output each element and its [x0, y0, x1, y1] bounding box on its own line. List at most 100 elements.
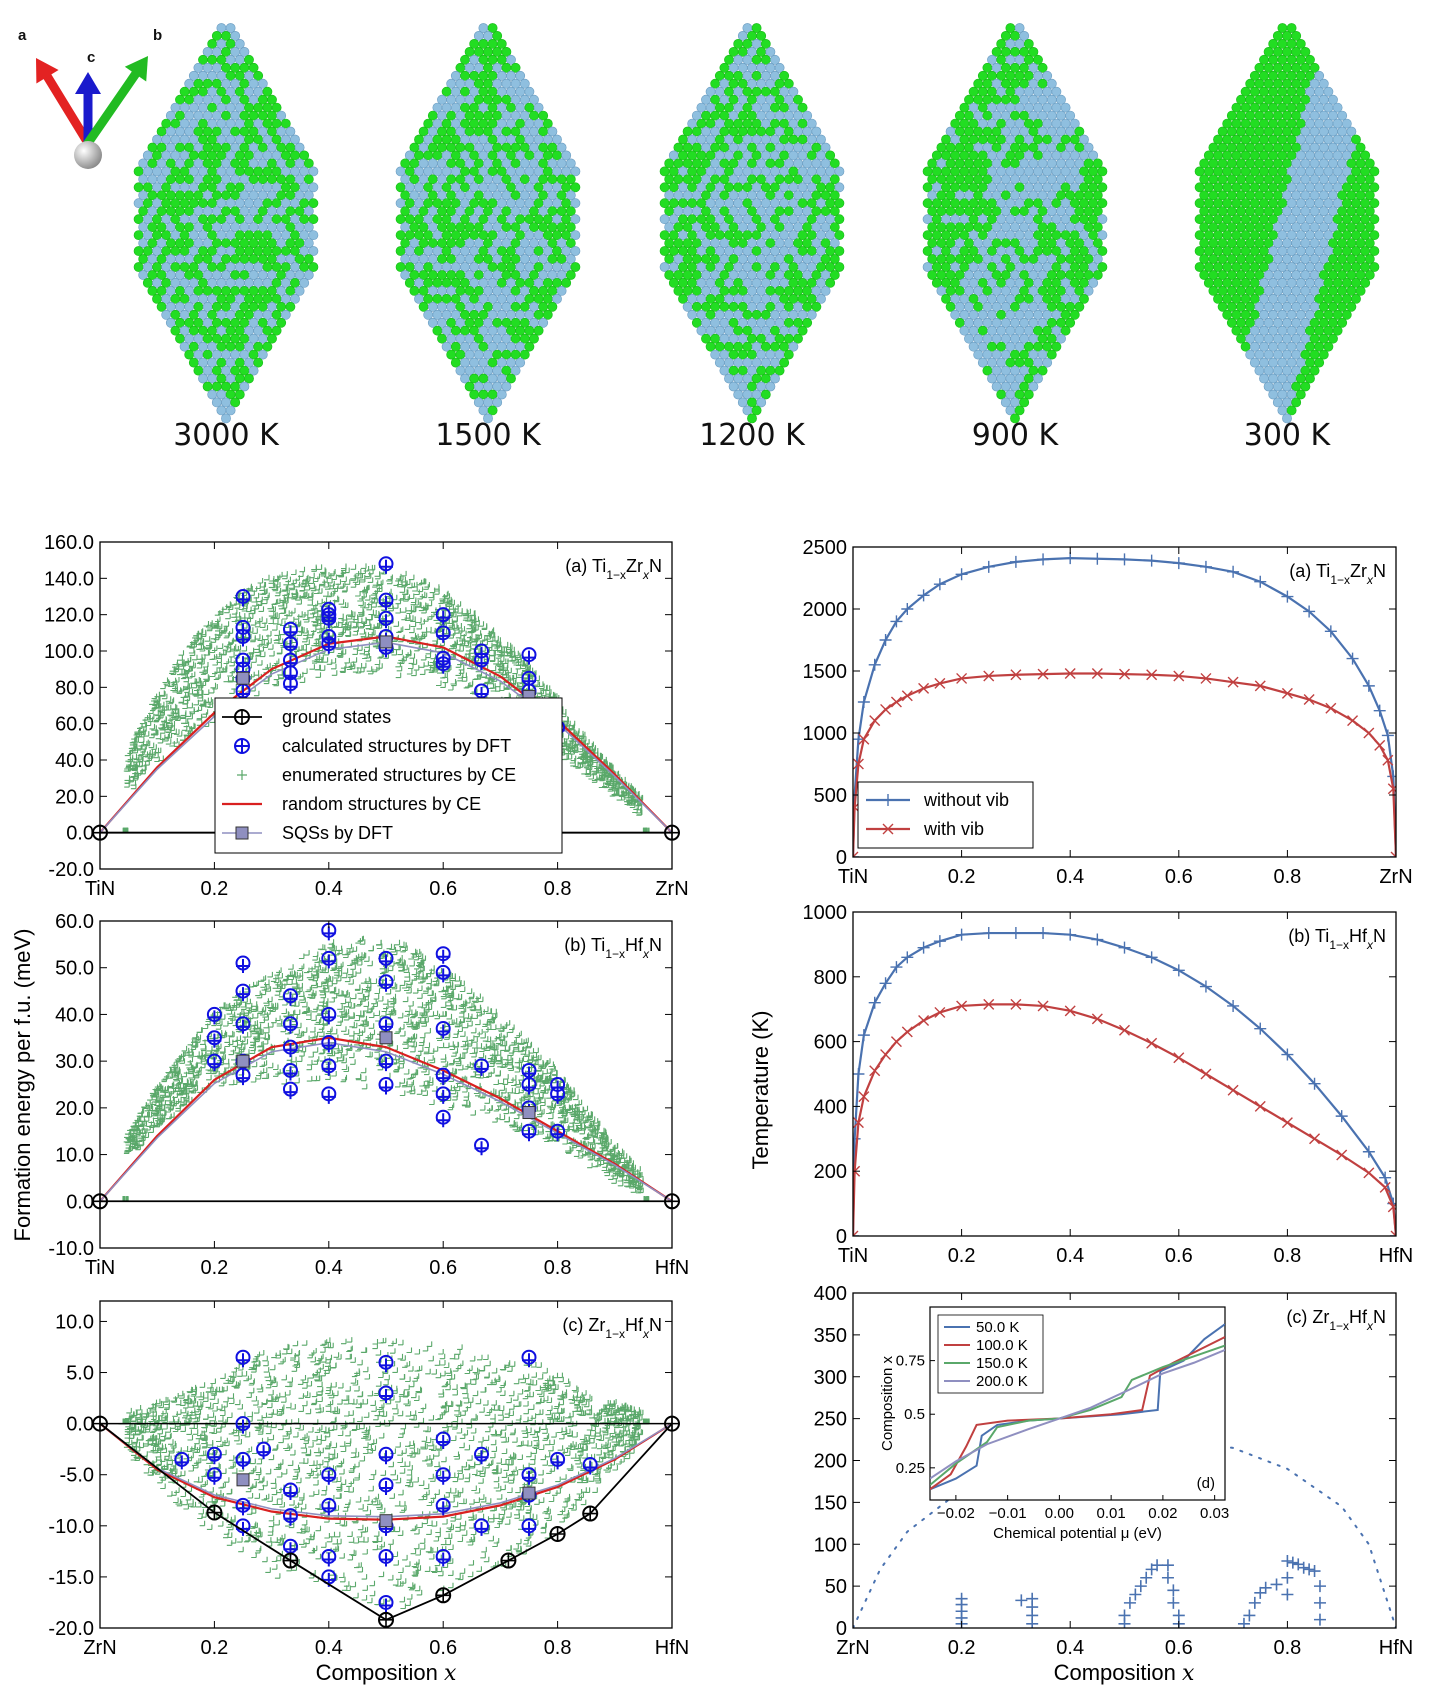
ce-point [417, 953, 424, 960]
ce-point [207, 702, 214, 709]
ce-point [155, 733, 162, 740]
ce-point [214, 629, 221, 636]
ce-point [546, 689, 552, 695]
ce-point [251, 657, 257, 663]
ce-point [138, 756, 144, 763]
ce-point [591, 769, 598, 776]
ce-point [301, 1542, 307, 1548]
ce-point [331, 1071, 337, 1077]
ce-point [519, 1094, 525, 1100]
ce-point [276, 1018, 283, 1025]
ce-point [160, 1087, 166, 1093]
ce-point [148, 1127, 154, 1133]
ce-point [367, 577, 374, 583]
ce-point [513, 650, 519, 657]
ce-point [374, 1053, 380, 1059]
ce-point [178, 1051, 185, 1058]
ce-point [502, 1079, 509, 1085]
x-tick-label: TiN [85, 878, 115, 900]
y-tick-label: 0.0 [66, 823, 94, 845]
ce-point [419, 591, 426, 598]
ce-point [515, 654, 522, 661]
ce-point [181, 1071, 188, 1078]
ce-point [592, 1161, 599, 1168]
ce-point [390, 946, 397, 953]
ce-point [403, 596, 409, 602]
ce-point [154, 702, 160, 709]
ce-point [253, 603, 260, 610]
ce-point [430, 627, 436, 634]
ce-point [343, 1066, 350, 1073]
ce-point [467, 1002, 473, 1009]
ce-point [428, 1415, 435, 1421]
ce-point [187, 673, 193, 679]
ce-point [272, 1002, 279, 1009]
ce-point [265, 1009, 271, 1015]
ce-point [367, 960, 373, 967]
ce-point [263, 1022, 269, 1029]
ce-point [453, 993, 460, 1000]
ce-point [418, 966, 424, 972]
ce-point [318, 1353, 324, 1360]
ce-point [517, 677, 523, 684]
ce-point [264, 1027, 270, 1034]
ce-point [629, 802, 636, 809]
ce-point [580, 1109, 586, 1116]
ce-point [223, 621, 230, 627]
ce-point [333, 596, 340, 603]
ce-point [315, 624, 322, 630]
ce-point [168, 681, 174, 687]
ce-point [494, 643, 500, 649]
ce-point [187, 1064, 193, 1071]
ce-point [467, 1013, 473, 1020]
ce-point [214, 667, 221, 673]
ce-point [472, 1013, 478, 1019]
ce-point [175, 715, 181, 721]
ce-point [359, 621, 366, 628]
ce-point [263, 1033, 270, 1040]
ce-point [395, 986, 401, 992]
ce-point [524, 1462, 530, 1469]
ce-point [289, 584, 295, 591]
ce-point [545, 1071, 552, 1078]
ce-point [401, 942, 407, 948]
ce-point [374, 621, 381, 628]
ce-point [474, 1497, 480, 1503]
ce-point [573, 1094, 579, 1101]
ce-point [157, 737, 164, 744]
ce-point [411, 969, 418, 976]
ce-point [340, 622, 347, 628]
ce-point [374, 659, 381, 666]
ce-point [409, 1041, 415, 1047]
ce-point [431, 1086, 438, 1092]
ce-point [422, 1090, 428, 1096]
ce-point [638, 1187, 644, 1194]
ce-point [624, 796, 630, 803]
dft-point-plus [522, 674, 536, 689]
ce-point [349, 1030, 355, 1037]
ce-point [267, 971, 273, 978]
ce-point [349, 1052, 355, 1059]
ce-point [473, 616, 480, 622]
ce-point [495, 1104, 502, 1111]
ce-point [344, 992, 350, 998]
ce-point [479, 1009, 485, 1015]
ce-point [180, 713, 187, 720]
ce-point [319, 944, 326, 951]
ce-point [512, 657, 518, 664]
ce-point [324, 974, 330, 981]
ce-point [336, 1020, 342, 1026]
ce-point [420, 654, 427, 661]
ce-point [492, 1117, 498, 1123]
ce-point [386, 943, 393, 950]
ce-enumerated-series [118, 1337, 650, 1610]
ce-point [260, 1033, 266, 1039]
dft-point-plus [236, 959, 250, 974]
ce-point [530, 1362, 537, 1368]
ce-point [407, 1081, 413, 1088]
ce-point [190, 1044, 197, 1051]
ce-point [288, 964, 294, 970]
ce-point [337, 1399, 343, 1405]
dft-point-plus [522, 1080, 536, 1095]
ce-point [265, 986, 272, 992]
